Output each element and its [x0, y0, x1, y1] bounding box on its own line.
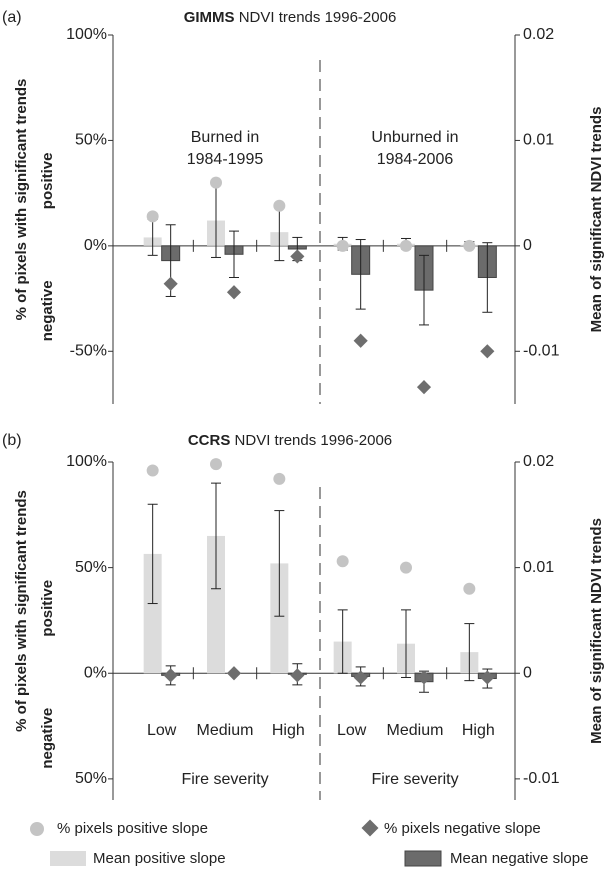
y2-tick-label: 0 [523, 664, 532, 681]
title-text: NDVI trends 1996-2006 [235, 432, 393, 449]
point-positive [210, 176, 222, 189]
error-bar [337, 609, 348, 674]
error-bar [464, 623, 475, 682]
error-bar [355, 239, 366, 310]
y2-axis-label: Mean of significant NDVI trends [588, 518, 605, 744]
y2-tick-label: 0.01 [523, 559, 554, 576]
group-label: 1984-2006 [377, 151, 454, 168]
error-bar [211, 482, 221, 590]
point-negative [353, 333, 368, 348]
bar [143, 553, 162, 674]
point-negative [163, 668, 178, 683]
y2-tick-label: 0.02 [523, 453, 554, 470]
y-axis-label: % of pixels with significant trends [13, 79, 30, 321]
legend-label: % pixels negative slope [384, 820, 541, 837]
x-tick-label: Low [147, 722, 177, 739]
group-label: Fire severity [371, 771, 458, 788]
y2-axis-label: Mean of significant NDVI trends [588, 107, 605, 333]
point-positive [463, 582, 476, 595]
point-negative [290, 249, 305, 264]
y-axis-positive: positive [39, 580, 56, 637]
legend-label: % pixels positive slope [57, 820, 208, 837]
y2-tick-label: 0.02 [523, 26, 554, 43]
panel-label: (b) [2, 432, 22, 449]
error-bar [147, 503, 158, 605]
y-tick-label: 50% [75, 132, 107, 149]
point-negative [226, 285, 242, 300]
group-label: Burned in [191, 129, 260, 146]
y-axis-negative: negative [39, 280, 56, 341]
y-tick-label: 100% [66, 26, 107, 43]
y2-tick-label: -0.01 [523, 770, 560, 787]
group-label: Unburned in [371, 129, 458, 146]
x-tick-label: High [462, 722, 495, 739]
y-tick-label: 0% [84, 664, 107, 681]
y-tick-label: 0% [84, 237, 107, 254]
error-bar [274, 510, 285, 617]
x-tick-label: Medium [387, 722, 444, 739]
y-axis-negative: negative [39, 708, 56, 769]
point-negative [480, 670, 495, 685]
point-positive [146, 464, 159, 477]
panel-label: (a) [2, 9, 22, 26]
x-tick-label: High [272, 722, 305, 739]
point-positive [400, 239, 412, 252]
point-negative [290, 668, 305, 683]
chart-title: CCRS NDVI trends 1996-2006 [188, 432, 392, 449]
point-positive [336, 239, 349, 252]
point-positive [400, 561, 412, 574]
point-negative [480, 344, 495, 359]
y-tick-label: -50% [70, 343, 107, 360]
title-bold: CCRS [188, 432, 231, 449]
point-positive [210, 458, 222, 471]
legend-swatch [404, 850, 442, 867]
group-label: 1984-1995 [187, 151, 264, 168]
group-label: Fire severity [181, 771, 268, 788]
point-positive [273, 472, 286, 485]
point-positive [273, 199, 286, 212]
point-positive [146, 210, 159, 223]
title-bold: GIMMS [184, 9, 235, 26]
legend-swatch [361, 819, 379, 837]
y2-tick-label: 0 [523, 237, 532, 254]
point-negative [163, 276, 178, 291]
point-negative [226, 666, 242, 681]
y-tick-label: 50% [75, 770, 107, 787]
point-positive [336, 555, 349, 568]
legend-label: Mean positive slope [93, 850, 226, 867]
title-text: NDVI trends 1996-2006 [239, 9, 397, 26]
x-tick-label: Low [337, 722, 367, 739]
error-bar [401, 609, 411, 678]
y-tick-label: 100% [66, 453, 107, 470]
y-axis-positive: positive [39, 153, 56, 210]
point-negative [353, 670, 368, 685]
point-positive [463, 239, 476, 252]
bar [207, 535, 225, 674]
x-tick-label: Medium [197, 722, 254, 739]
point-negative [416, 670, 432, 685]
y2-tick-label: -0.01 [523, 343, 560, 360]
legend-swatch [30, 822, 44, 836]
error-bar [419, 254, 429, 326]
legend-label: Mean negative slope [450, 850, 588, 867]
legend-swatch [50, 851, 86, 866]
error-bar [229, 230, 239, 278]
point-negative [416, 380, 432, 395]
y-axis-label: % of pixels with significant trends [13, 490, 30, 732]
bar [270, 563, 289, 674]
y-tick-label: 50% [75, 559, 107, 576]
error-bar [482, 242, 493, 313]
chart-title: GIMMS NDVI trends 1996-2006 [184, 9, 397, 26]
y2-tick-label: 0.01 [523, 132, 554, 149]
